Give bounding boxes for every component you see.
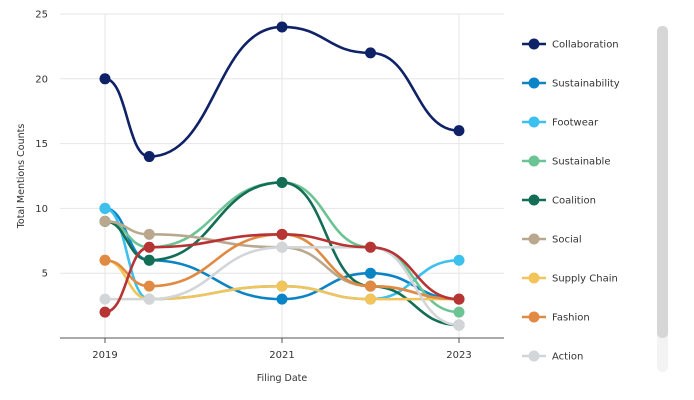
legend-swatch-dot bbox=[528, 233, 540, 245]
data-point-action[interactable] bbox=[453, 319, 465, 331]
legend-swatch-dot bbox=[528, 38, 540, 50]
legend-item-footwear[interactable]: Footwear bbox=[522, 116, 599, 129]
data-point-fashion[interactable] bbox=[99, 254, 111, 266]
data-point-action[interactable] bbox=[99, 293, 111, 305]
data-point-supply-chain[interactable] bbox=[276, 280, 288, 292]
data-point-unlabeled-9[interactable] bbox=[365, 241, 376, 253]
data-point-footwear[interactable] bbox=[453, 254, 465, 266]
y-tick-label: 25 bbox=[35, 10, 48, 21]
legend-swatch-dot bbox=[528, 77, 540, 89]
legend-label: Sustainability bbox=[552, 79, 620, 90]
legend[interactable]: Collaboration Sustainability Footwear Susta… bbox=[522, 38, 620, 363]
legend-item-sustainability[interactable]: Sustainability bbox=[522, 77, 620, 90]
legend-item-coalition[interactable]: Coalition bbox=[522, 194, 596, 207]
data-point-social[interactable] bbox=[99, 215, 111, 227]
data-point-action[interactable] bbox=[143, 293, 155, 305]
data-point-coalition[interactable] bbox=[143, 254, 155, 266]
data-point-social[interactable] bbox=[143, 228, 155, 240]
legend-label: Collaboration bbox=[552, 40, 619, 51]
legend-swatch-dot bbox=[528, 311, 540, 323]
legend-label: Action bbox=[552, 352, 583, 363]
legend-label: Fashion bbox=[552, 313, 590, 324]
series-collaboration[interactable] bbox=[99, 21, 465, 163]
data-point-collaboration[interactable] bbox=[99, 73, 111, 85]
axes: 5 10 15 20 25 2019 2021 2023 bbox=[35, 10, 504, 361]
x-tick-label: 2021 bbox=[269, 350, 294, 361]
data-point-footwear[interactable] bbox=[99, 202, 111, 214]
x-axis-title: Filing Date bbox=[257, 373, 308, 384]
legend-label: Social bbox=[552, 235, 582, 246]
data-point-collaboration[interactable] bbox=[143, 151, 155, 163]
legend-item-action[interactable]: Action bbox=[522, 350, 583, 363]
legend-item-fashion[interactable]: Fashion bbox=[522, 311, 590, 324]
legend-swatch-dot bbox=[528, 116, 540, 128]
y-tick-label: 10 bbox=[35, 204, 48, 215]
legend-swatch-dot bbox=[528, 350, 540, 362]
data-point-unlabeled-9[interactable] bbox=[276, 228, 288, 240]
y-tick-label: 5 bbox=[42, 269, 48, 280]
legend-swatch-dot bbox=[528, 155, 540, 167]
legend-swatch-dot bbox=[528, 272, 540, 284]
series-line-collaboration[interactable] bbox=[103, 25, 461, 158]
data-point-sustainability[interactable] bbox=[365, 267, 376, 279]
x-tick-label: 2019 bbox=[92, 350, 117, 361]
x-tick-label: 2023 bbox=[446, 350, 471, 361]
legend-label: Coalition bbox=[552, 196, 596, 207]
gridlines bbox=[60, 13, 504, 338]
data-point-action[interactable] bbox=[276, 241, 288, 253]
data-point-fashion[interactable] bbox=[143, 280, 155, 292]
data-point-supply-chain[interactable] bbox=[365, 293, 376, 305]
data-point-unlabeled-9[interactable] bbox=[143, 241, 155, 253]
legend-item-sustainable[interactable]: Sustainable bbox=[522, 155, 610, 168]
data-point-collaboration[interactable] bbox=[453, 125, 465, 137]
legend-label: Supply Chain bbox=[552, 274, 618, 285]
legend-swatch-dot bbox=[528, 194, 540, 206]
data-point-sustainability[interactable] bbox=[276, 293, 288, 305]
y-tick-label: 15 bbox=[35, 139, 48, 150]
y-tick-label: 20 bbox=[35, 74, 48, 85]
data-point-unlabeled-9[interactable] bbox=[99, 306, 111, 318]
data-point-collaboration[interactable] bbox=[365, 47, 376, 59]
data-point-collaboration[interactable] bbox=[276, 21, 288, 33]
legend-item-supply-chain[interactable]: Supply Chain bbox=[522, 272, 618, 285]
legend-label: Sustainable bbox=[552, 157, 610, 168]
data-point-sustainable[interactable] bbox=[453, 306, 465, 318]
y-axis-title: Total Mentions Counts bbox=[16, 124, 27, 230]
data-point-fashion[interactable] bbox=[365, 280, 376, 292]
legend-scrollbar-thumb[interactable] bbox=[657, 26, 668, 338]
series-lines bbox=[99, 21, 465, 331]
data-point-coalition[interactable] bbox=[276, 176, 288, 188]
series-unlabeled-9[interactable] bbox=[99, 228, 465, 318]
legend-label: Footwear bbox=[552, 118, 599, 129]
data-point-unlabeled-9[interactable] bbox=[453, 293, 465, 305]
legend-item-collaboration[interactable]: Collaboration bbox=[522, 38, 619, 51]
legend-item-social[interactable]: Social bbox=[522, 233, 582, 246]
